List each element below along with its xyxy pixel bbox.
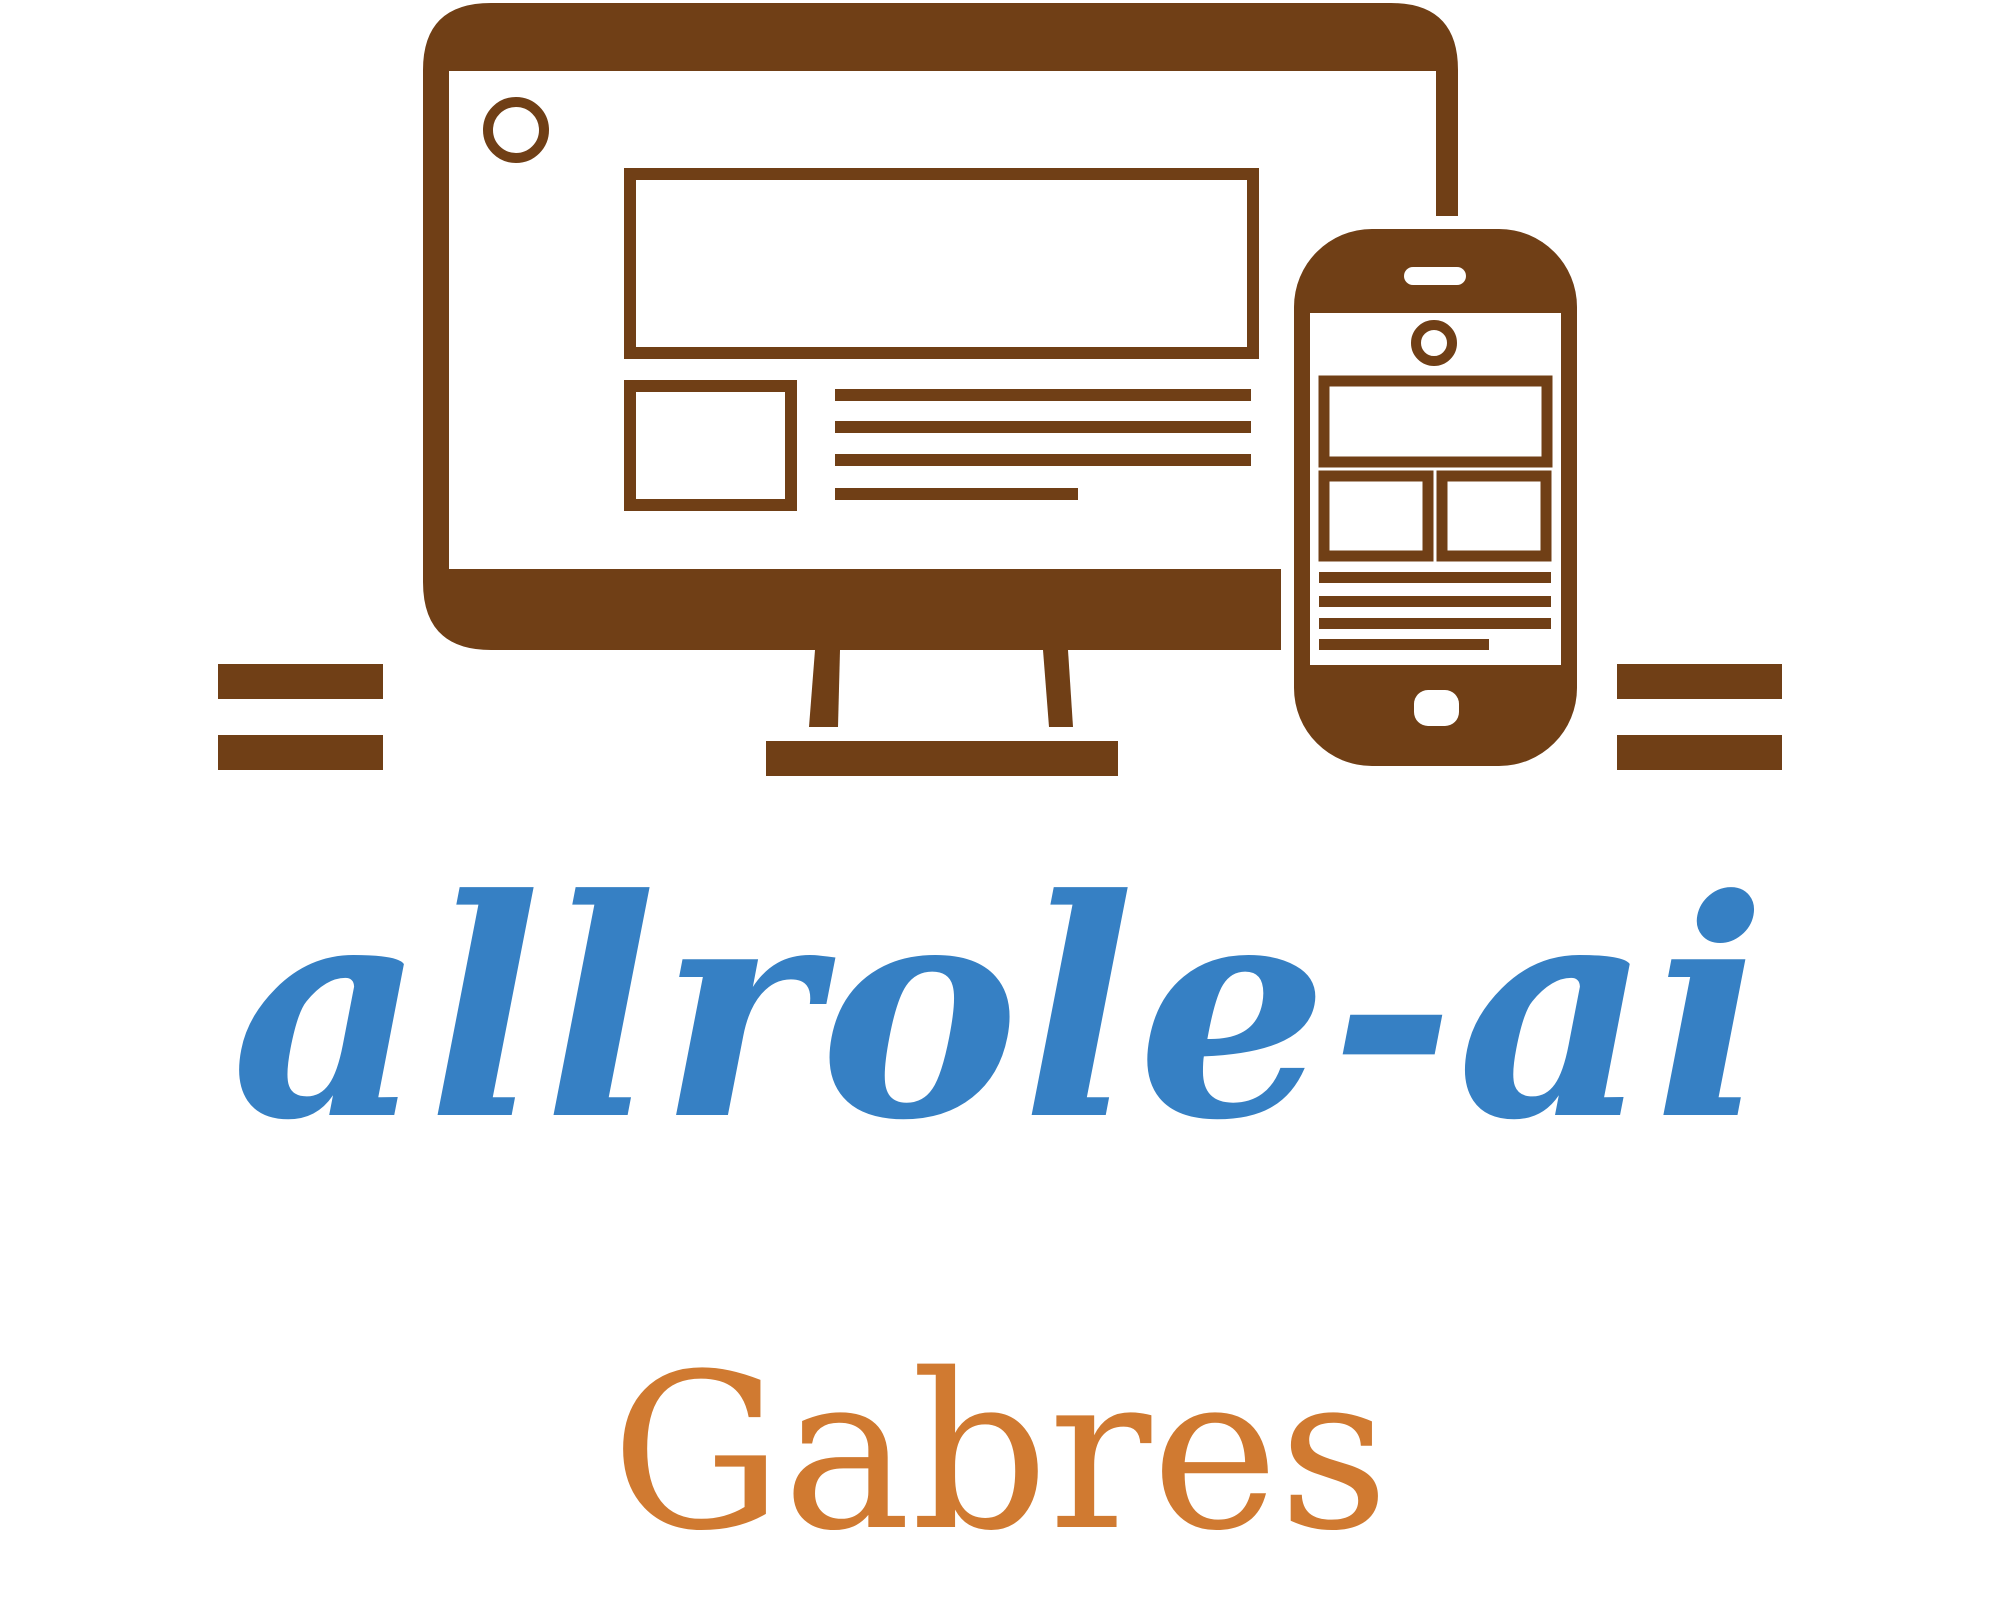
brand-wordmark: allrole-ai <box>230 833 1770 1186</box>
desktop-and-mobile-devices-icon <box>218 3 1782 776</box>
brand-subtitle: Gabres <box>611 1327 1389 1578</box>
left-decorative-dashes <box>218 664 383 770</box>
desktop-monitor-icon <box>423 3 1458 776</box>
right-decorative-dashes <box>1617 664 1782 770</box>
mobile-phone-icon <box>1294 229 1577 766</box>
